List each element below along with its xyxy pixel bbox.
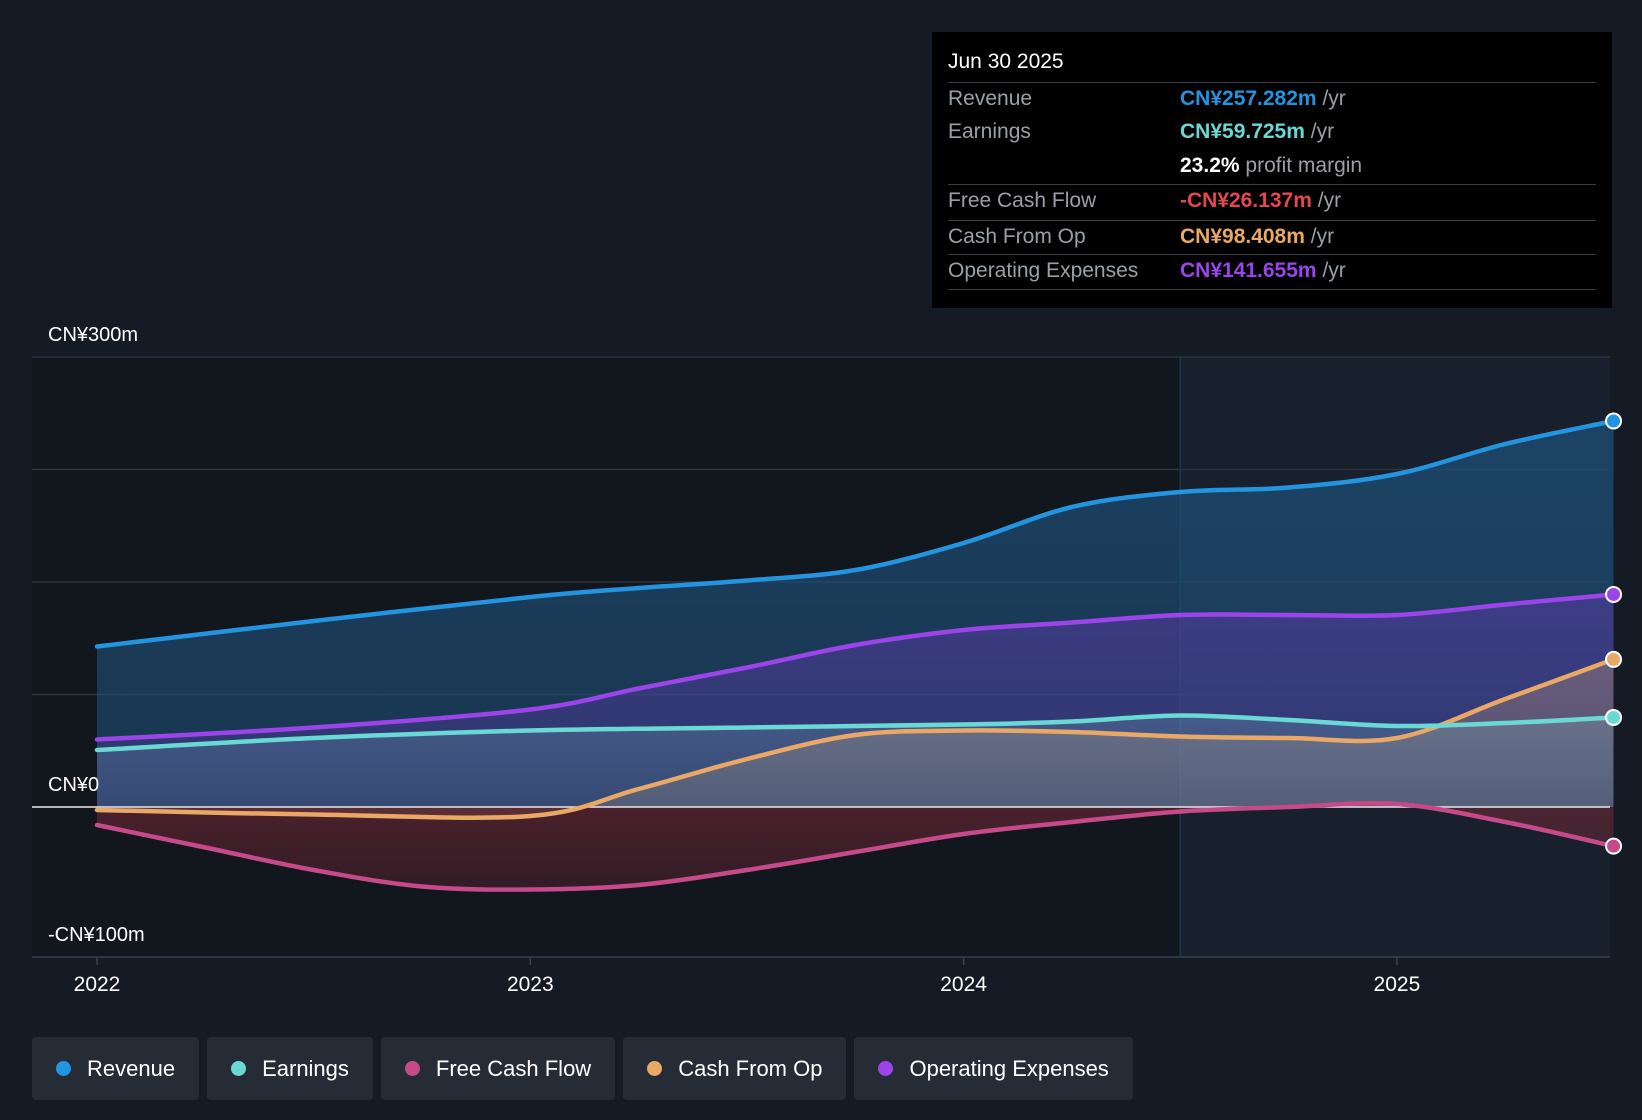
legend-label: Cash From Op [678, 1055, 823, 1081]
tooltip-date: Jun 30 2025 [948, 50, 1064, 73]
tooltip-panel: Jun 30 2025 Revenue CN¥257.282m /yr Earn… [932, 32, 1612, 308]
x-tick-label: 2022 [74, 973, 121, 996]
legend-label: Earnings [262, 1055, 349, 1081]
tooltip-unit: /yr [1322, 259, 1346, 282]
tooltip-value: CN¥98.408m /yr [1180, 225, 1334, 249]
tooltip-row-fcf: Free Cash Flow -CN¥26.137m /yr [948, 184, 1596, 219]
legend: Revenue Earnings Free Cash Flow Cash Fro… [32, 1037, 1133, 1100]
tooltip-profit-margin: 23.2% profit margin [1180, 154, 1362, 178]
legend-revenue[interactable]: Revenue [32, 1037, 200, 1100]
legend-label: Operating Expenses [909, 1055, 1109, 1081]
legend-dot-icon [404, 1061, 420, 1076]
tooltip-unit: /yr [1310, 120, 1335, 143]
legend-label: Revenue [87, 1055, 176, 1081]
tooltip-value-text: CN¥98.408m [1180, 225, 1305, 248]
legend-cash-from-op[interactable]: Cash From Op [623, 1037, 847, 1100]
line-cash-from-op [94, 657, 1616, 820]
end-point-earnings [1605, 708, 1623, 726]
tooltip-value-text: CN¥59.725m [1180, 120, 1305, 143]
tooltip-unit: /yr [1317, 189, 1342, 212]
tooltip-row-earnings: Earnings CN¥59.725m /yr 23.2% profit mar… [948, 116, 1596, 184]
tooltip-label: Cash From Op [948, 225, 1086, 248]
tooltip-unit: /yr [1310, 225, 1335, 248]
legend-label: Free Cash Flow [435, 1055, 592, 1081]
legend-dot-icon [231, 1061, 247, 1076]
line-revenue [94, 418, 1616, 649]
tooltip-label: Operating Expenses [948, 259, 1139, 282]
tooltip-value-text: -CN¥26.137m [1180, 189, 1312, 212]
legend-earnings[interactable]: Earnings [207, 1037, 373, 1100]
legend-dot-icon [56, 1061, 71, 1076]
x-tick-label: 2025 [1374, 973, 1421, 996]
tooltip-value-text: CN¥257.282m [1180, 87, 1317, 110]
legend-dot-icon [647, 1061, 663, 1076]
tooltip-unit: /yr [1322, 87, 1346, 110]
tooltip-row-revenue: Revenue CN¥257.282m /yr [948, 82, 1596, 117]
end-point-free-cash-flow [1605, 837, 1623, 855]
tooltip-value-text: 23.2% [1180, 154, 1240, 177]
tooltip-value: -CN¥26.137m /yr [1180, 189, 1341, 213]
line-earnings [94, 713, 1616, 753]
tooltip-value-text: CN¥141.655m [1180, 259, 1317, 282]
tooltip-row-cfo: Cash From Op CN¥98.408m /yr [948, 220, 1596, 255]
end-point-revenue [1605, 412, 1623, 430]
tooltip-value: CN¥141.655m /yr [1180, 259, 1346, 283]
legend-dot-icon [878, 1061, 894, 1076]
tooltip-row-opex: Operating Expenses CN¥141.655m /yr [948, 254, 1596, 290]
tooltip-label: Free Cash Flow [948, 189, 1097, 212]
y-tick-label: CN¥0 [48, 774, 99, 796]
legend-free-cash-flow[interactable]: Free Cash Flow [380, 1037, 616, 1100]
area-free-cash-flow [97, 803, 1614, 890]
line-free-cash-flow [94, 801, 1616, 892]
tooltip-value: CN¥257.282m /yr [1180, 87, 1346, 111]
legend-operating-expenses[interactable]: Operating Expenses [854, 1037, 1133, 1100]
end-point-cash-from-op [1605, 650, 1623, 668]
y-tick-label: -CN¥100m [48, 924, 145, 946]
y-tick-label: CN¥300m [48, 324, 138, 346]
tooltip-label: Earnings [948, 120, 1031, 143]
tooltip-value: CN¥59.725m /yr [1180, 120, 1334, 144]
line-operating-expenses [94, 592, 1616, 742]
tooltip-unit: profit margin [1245, 154, 1363, 177]
end-point-operating-expenses [1605, 585, 1623, 603]
tooltip-label: Revenue [948, 87, 1033, 110]
x-tick-label: 2023 [507, 973, 554, 996]
x-tick-label: 2024 [940, 973, 987, 996]
